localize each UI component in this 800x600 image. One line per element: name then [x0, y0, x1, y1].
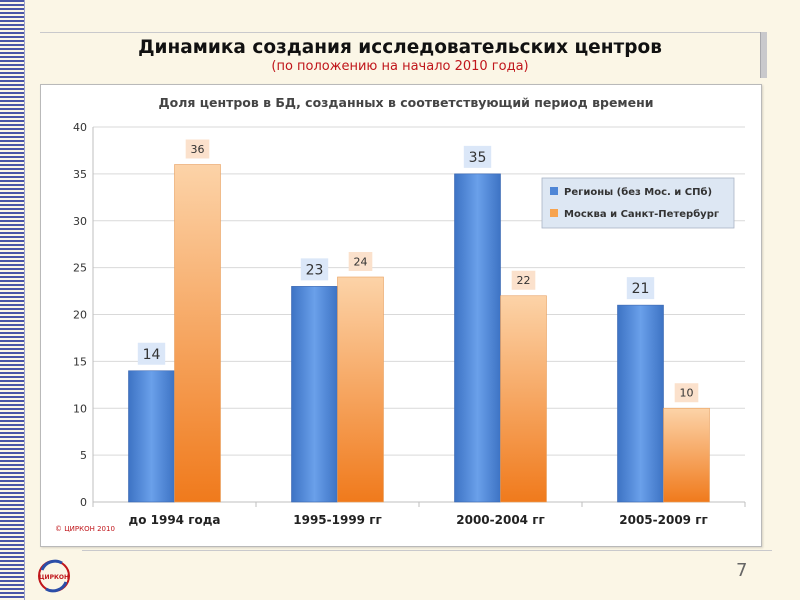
data-label-box — [626, 277, 655, 300]
data-label: 23 — [306, 262, 324, 278]
y-tick-label: 10 — [73, 402, 87, 415]
y-tick-label: 20 — [73, 309, 87, 322]
header-divider — [40, 32, 762, 33]
bar-moscow-spb — [663, 407, 710, 503]
svg-text:ЦИРКОН: ЦИРКОН — [39, 574, 69, 581]
footer-divider — [82, 550, 772, 551]
bar-regions — [128, 370, 175, 503]
chart-panel: Доля центров в БД, созданных в соответст… — [40, 84, 762, 547]
bar-regions — [291, 286, 338, 503]
bar-moscow-spb — [337, 276, 384, 503]
bar-regions — [454, 173, 501, 503]
legend-label: Москва и Санкт-Петербург — [564, 208, 719, 220]
bar-moscow-spb — [500, 295, 547, 503]
data-label-box — [137, 342, 166, 365]
decorative-side-stripe — [0, 0, 25, 600]
data-label-box — [185, 139, 210, 159]
data-label: 24 — [354, 255, 368, 268]
y-tick-label: 35 — [73, 168, 87, 181]
x-tick-label: 2000-2004 гг — [456, 513, 545, 527]
page-number: 7 — [736, 560, 748, 581]
bar-chart: Доля центров в БД, созданных в соответст… — [73, 95, 746, 527]
y-tick-label: 15 — [73, 355, 87, 368]
data-label-box — [674, 383, 699, 403]
header-accent-bar — [760, 32, 767, 78]
x-tick-label: 2005-2009 гг — [619, 513, 708, 527]
bar-moscow-spb — [174, 164, 221, 503]
data-label: 21 — [632, 281, 650, 297]
bar-regions — [617, 304, 664, 503]
chart-title: Доля центров в БД, созданных в соответст… — [158, 95, 653, 110]
slide-title: Динамика создания исследовательских цент… — [138, 37, 662, 58]
copyright-text: © ЦИРКОН 2010 — [55, 525, 115, 533]
slide-subtitle: (по положению на начало 2010 года) — [271, 59, 529, 74]
data-label-box — [348, 252, 373, 271]
data-label: 14 — [143, 347, 161, 363]
x-tick-label: до 1994 года — [129, 513, 221, 527]
y-tick-label: 5 — [80, 449, 87, 462]
y-tick-label: 40 — [73, 121, 87, 134]
tsirkon-logo: ЦИРКОН — [38, 559, 70, 593]
data-label-box — [300, 258, 329, 281]
data-label: 22 — [517, 274, 531, 287]
legend-label: Регионы (без Мос. и СПб) — [564, 186, 712, 198]
legend-box — [541, 177, 735, 229]
y-tick-label: 30 — [73, 215, 87, 228]
data-label: 10 — [680, 387, 694, 400]
legend: Регионы (без Мос. и СПб) Москва и Санкт-П… — [541, 177, 735, 229]
data-label-box — [511, 270, 536, 290]
data-label-box — [463, 145, 492, 168]
data-label: 36 — [191, 143, 205, 156]
y-tick-label: 25 — [73, 262, 87, 275]
legend-swatch — [550, 187, 558, 195]
x-tick-label: 1995-1999 гг — [293, 513, 382, 527]
y-tick-label: 0 — [80, 496, 87, 509]
legend-swatch — [550, 209, 558, 217]
data-label: 35 — [469, 150, 487, 166]
